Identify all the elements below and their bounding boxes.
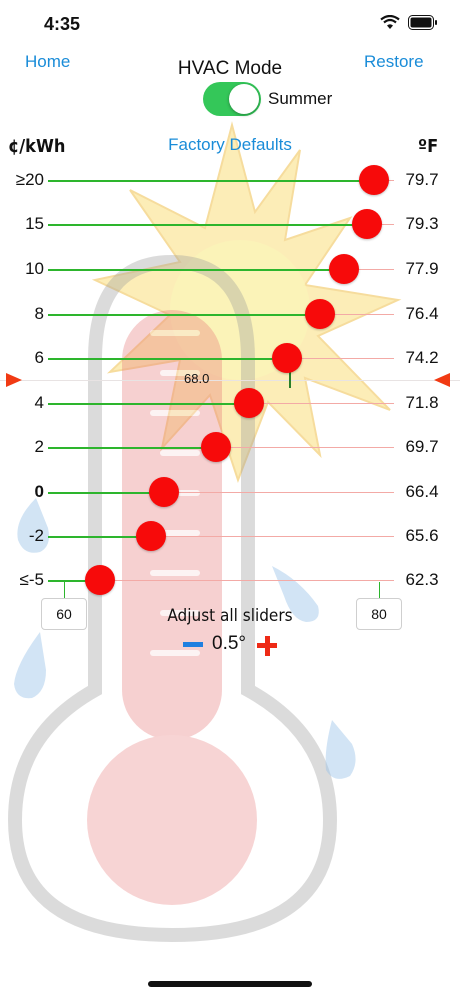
slider-track-remaining xyxy=(151,536,394,537)
price-label: -2 xyxy=(28,526,44,545)
slider-thumb[interactable] xyxy=(305,299,335,329)
slider-track-remaining xyxy=(287,358,394,359)
adjust-step-value: 0.5° xyxy=(212,633,247,654)
price-label: ≤-5 xyxy=(19,570,44,589)
scale-max-label: 80 xyxy=(356,598,402,630)
price-label: 15 xyxy=(25,214,44,233)
price-label: 6 xyxy=(34,348,44,367)
price-label: 10 xyxy=(25,259,44,278)
temp-value: 71.8 xyxy=(405,393,439,412)
price-label: 0 xyxy=(34,482,44,501)
slider-track-filled xyxy=(48,269,344,271)
temp-value: 69.7 xyxy=(405,437,439,456)
price-label: 2 xyxy=(34,437,44,456)
temp-value: 62.3 xyxy=(405,570,439,589)
right-marker-arrow xyxy=(434,373,450,387)
temp-value: 79.7 xyxy=(405,170,439,189)
slider-track-filled xyxy=(48,224,367,226)
temp-value: 74.2 xyxy=(405,348,439,367)
temp-value: 76.4 xyxy=(405,304,439,323)
price-label: ≥20 xyxy=(15,170,44,189)
price-unit-header: ¢/kWh xyxy=(8,136,66,157)
current-temp-line xyxy=(0,380,460,381)
price-label: 4 xyxy=(34,393,44,412)
slider-track-remaining xyxy=(249,403,394,404)
slider-thumb[interactable] xyxy=(272,343,302,373)
restore-button[interactable]: Restore xyxy=(364,52,424,71)
slider-track-filled xyxy=(48,447,216,449)
slider-thumb[interactable] xyxy=(85,565,115,595)
slider-track-remaining xyxy=(100,580,394,581)
home-indicator xyxy=(148,981,312,987)
thermometer-icon xyxy=(7,254,338,943)
adjust-all-label: Adjust all sliders xyxy=(167,606,293,626)
slider-track-remaining xyxy=(164,492,394,493)
toggle-knob xyxy=(229,84,259,114)
plus-icon-vertical xyxy=(264,636,270,656)
temp-unit-header: ºF xyxy=(418,136,439,157)
slider-track-remaining xyxy=(320,314,394,315)
decrease-button[interactable] xyxy=(183,642,203,647)
price-label: 8 xyxy=(34,304,44,323)
temp-value: 66.4 xyxy=(405,482,439,501)
slider-track-filled xyxy=(48,536,151,538)
status-time: 4:35 xyxy=(44,14,81,34)
hvac-mode-label: Summer xyxy=(268,89,333,108)
slider-track-remaining xyxy=(216,447,394,448)
current-temp-value: 68.0 xyxy=(184,371,210,386)
slider-thumb[interactable] xyxy=(234,388,264,418)
scale-min-label: 60 xyxy=(41,598,87,630)
slider-thumb[interactable] xyxy=(329,254,359,284)
page-title: HVAC Mode xyxy=(177,58,283,79)
home-button[interactable]: Home xyxy=(25,52,71,71)
slider-track-filled xyxy=(48,403,249,405)
scale-min-tick xyxy=(64,582,65,598)
slider-thumb[interactable] xyxy=(149,477,179,507)
temp-value: 77.9 xyxy=(405,259,439,278)
slider-thumb[interactable] xyxy=(201,432,231,462)
slider-thumb[interactable] xyxy=(136,521,166,551)
slider-thumb[interactable] xyxy=(352,209,382,239)
increase-button[interactable] xyxy=(255,634,279,658)
slider-track-filled xyxy=(48,180,374,182)
status-icons xyxy=(380,15,438,30)
hvac-mode-toggle[interactable] xyxy=(203,82,261,116)
left-marker-arrow xyxy=(6,373,22,387)
slider-track-filled xyxy=(48,580,100,582)
current-temp-tick xyxy=(289,372,291,388)
temp-value: 79.3 xyxy=(405,214,439,233)
slider-track-filled xyxy=(48,358,287,360)
slider-track-filled xyxy=(48,314,320,316)
slider-track-filled xyxy=(48,492,164,494)
temp-value: 65.6 xyxy=(405,526,439,545)
scale-max-tick xyxy=(379,582,380,598)
wifi-icon xyxy=(380,15,400,29)
battery-icon xyxy=(408,15,437,30)
slider-thumb[interactable] xyxy=(359,165,389,195)
slider-track-remaining xyxy=(344,269,394,270)
factory-defaults-button[interactable]: Factory Defaults xyxy=(168,135,292,154)
